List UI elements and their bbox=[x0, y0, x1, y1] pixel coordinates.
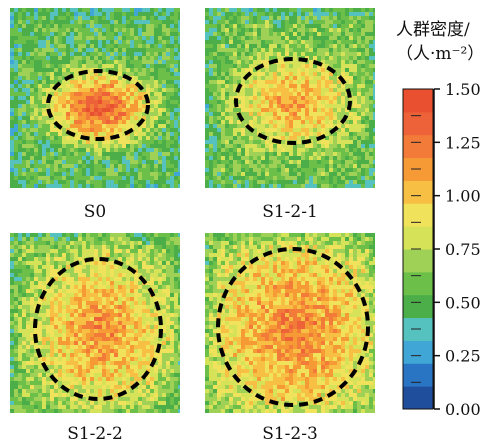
colorbar-segment bbox=[403, 386, 433, 410]
colorbar-frame bbox=[402, 88, 434, 410]
heatmap-panel-s0 bbox=[10, 8, 180, 188]
colorbar-segment bbox=[403, 363, 433, 387]
colorbar-tick-label: 0.75 bbox=[445, 240, 481, 259]
heatmap-cells bbox=[10, 233, 180, 413]
colorbar-segment bbox=[403, 134, 433, 159]
colorbar-tick-label: 0.50 bbox=[445, 293, 481, 312]
panel-label-s1-2-1: S1-2-1 bbox=[262, 202, 318, 222]
dashed-boundary bbox=[216, 247, 370, 407]
colorbar-segment bbox=[403, 111, 433, 136]
colorbar-segment bbox=[403, 180, 433, 204]
panel-label-s1-2-3: S1-2-3 bbox=[262, 424, 318, 444]
colorbar-segment bbox=[403, 89, 433, 113]
colorbar-title-line2: （人·m⁻²） bbox=[396, 44, 485, 64]
colorbar-tick-label: 1.25 bbox=[445, 133, 481, 152]
colorbar-segment bbox=[403, 203, 433, 227]
heatmap-svg bbox=[205, 8, 375, 188]
heatmap-cells bbox=[205, 233, 375, 413]
dashed-boundary bbox=[46, 69, 150, 141]
colorbar-segment bbox=[403, 340, 433, 364]
heatmap-svg bbox=[10, 8, 180, 188]
colorbar-tick-label: 0.00 bbox=[445, 400, 481, 419]
heatmap-panel-s1-2-3 bbox=[205, 233, 375, 413]
colorbar-tick-label: 1.50 bbox=[445, 80, 481, 99]
colorbar-segment bbox=[403, 294, 433, 319]
colorbar-segment bbox=[403, 226, 433, 250]
colorbar-title: 人群密度/ （人·m⁻²） bbox=[396, 18, 492, 66]
heatmap-panel-s1-2-2 bbox=[10, 233, 180, 413]
heatmap-svg bbox=[205, 233, 375, 413]
panel-label-s0: S0 bbox=[83, 202, 107, 222]
dashed-boundary bbox=[33, 257, 163, 401]
colorbar-tick-label: 0.25 bbox=[445, 347, 481, 366]
dashed-boundary bbox=[234, 57, 352, 145]
heatmap-svg bbox=[10, 233, 180, 413]
colorbar-segment bbox=[403, 249, 433, 273]
heatmap-panel-s1-2-1 bbox=[205, 8, 375, 188]
colorbar-title-line1: 人群密度/ bbox=[396, 20, 470, 40]
colorbar-tick-label: 1.00 bbox=[445, 187, 481, 206]
heatmap-cells bbox=[205, 8, 375, 188]
colorbar-segment bbox=[403, 271, 433, 296]
panel-label-s1-2-2: S1-2-2 bbox=[67, 424, 123, 444]
